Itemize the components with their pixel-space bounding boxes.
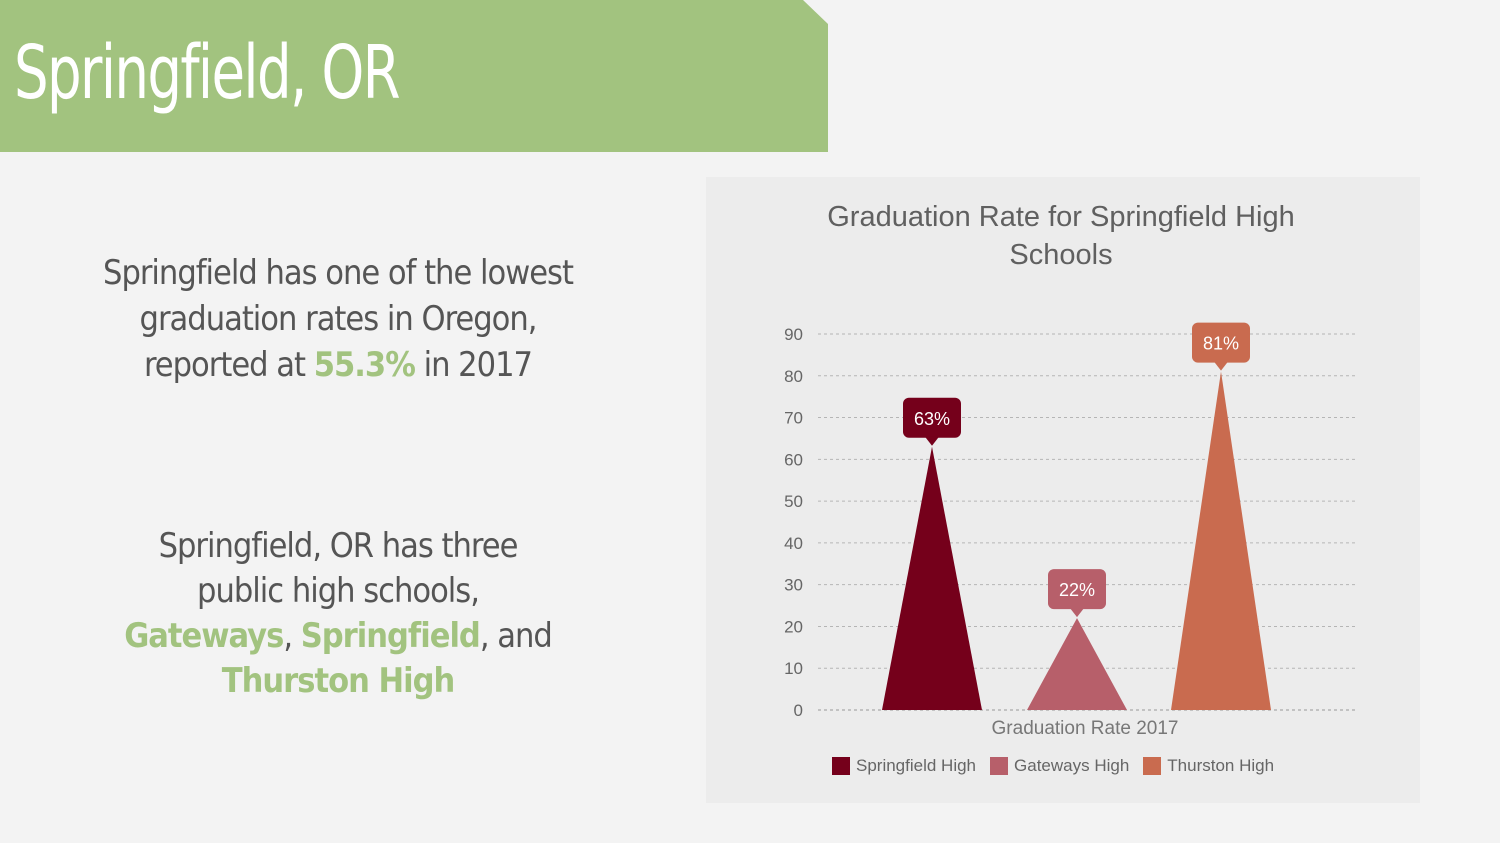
y-tick-label: 70 (784, 409, 803, 428)
legend-swatch (1143, 757, 1162, 775)
data-label-pointer (1214, 361, 1228, 371)
bar-layer (882, 371, 1271, 710)
bar-thurston-high[interactable] (1171, 371, 1271, 710)
data-label-box (1192, 322, 1250, 363)
intro-line-3: reported at 55.3% in 2017 (48, 342, 628, 388)
chart-title-line-1: Graduation Rate for Springfield High (827, 201, 1295, 233)
school-thurston: Thurston High (221, 661, 456, 701)
schools-line-2: public high schools, (197, 571, 480, 611)
data-label: 81% (1203, 334, 1239, 354)
y-tick-label: 20 (784, 617, 803, 636)
chart-legend: Springfield High Gateways High Thurston Hi… (832, 756, 1274, 776)
intro-paragraph: Springfield has one of the lowest gradua… (48, 250, 628, 388)
y-tick-label: 80 (784, 367, 803, 386)
legend-label: Springfield High (856, 756, 977, 775)
schools-paragraph: Springfield, OR has three public high sc… (48, 524, 628, 704)
y-tick-label: 60 (784, 450, 803, 469)
data-label: 22% (1059, 580, 1095, 600)
x-axis-label: Graduation Rate 2017 (991, 718, 1179, 739)
chart-title: Graduation Rate for Springfield High Sch… (706, 198, 1416, 274)
data-label-box (1048, 569, 1106, 610)
intro-line-3-pre: reported at (143, 345, 314, 385)
schools-line-3: Gateways, Springfield, and (48, 614, 628, 659)
legend-item[interactable]: Gateways High (990, 756, 1129, 776)
bar-gateways-high[interactable] (1027, 618, 1127, 710)
y-tick-label: 0 (794, 701, 803, 720)
y-tick-label: 90 (784, 325, 803, 344)
label-layer: 63% 22% 81% (903, 322, 1250, 618)
tick-layer: 0 10 20 30 40 50 60 70 80 90 (784, 325, 803, 720)
schools-sep-2: , and (479, 616, 553, 656)
bar-springfield-high[interactable] (882, 446, 982, 710)
data-label-pointer (925, 436, 939, 446)
y-tick-label: 40 (784, 534, 803, 553)
chart-title-line-2: Schools (1009, 239, 1113, 271)
slide-title: Springfield, OR (14, 30, 401, 116)
legend-label: Gateways High (1014, 756, 1130, 775)
data-label-box (903, 397, 961, 438)
y-tick-label: 30 (784, 576, 803, 595)
intro-line-3-post: in 2017 (414, 345, 533, 385)
intro-line-1: Springfield has one of the lowest (103, 253, 574, 293)
schools-line-1: Springfield, OR has three (158, 526, 519, 566)
y-tick-label: 10 (784, 659, 803, 678)
title-banner (0, 0, 828, 152)
legend-item[interactable]: Thurston High (1143, 756, 1274, 776)
school-gateways: Gateways (124, 616, 284, 656)
legend-label: Thurston High (1167, 756, 1275, 775)
legend-swatch (832, 757, 850, 775)
intro-line-2: graduation rates in Oregon, (139, 299, 538, 339)
legend-item[interactable]: Springfield High (832, 756, 976, 776)
schools-sep-1: , (283, 616, 301, 656)
data-label: 63% (914, 409, 950, 429)
schools-line-4: Thurston High (48, 659, 628, 704)
data-label-pointer (1070, 608, 1084, 618)
school-springfield: Springfield (300, 616, 481, 656)
legend-swatch (990, 757, 1009, 775)
graduation-rate-highlight: 55.3% (313, 345, 416, 385)
y-tick-label: 50 (784, 492, 803, 511)
